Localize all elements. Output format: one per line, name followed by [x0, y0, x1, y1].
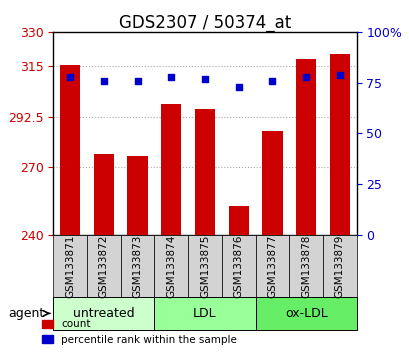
Text: GSM133878: GSM133878: [300, 234, 310, 298]
Text: GSM133877: GSM133877: [267, 234, 277, 298]
Point: [100, 78, 107, 84]
Text: GSM133875: GSM133875: [200, 234, 209, 298]
Text: GDS2307 / 50374_at: GDS2307 / 50374_at: [119, 14, 290, 32]
Point: [235, 84, 241, 90]
Text: GSM133879: GSM133879: [334, 234, 344, 298]
Bar: [255, 297, 356, 330]
Bar: [221, 235, 255, 297]
Text: untreated: untreated: [73, 307, 134, 320]
Text: GSM133871: GSM133871: [65, 234, 75, 298]
Bar: [154, 235, 188, 297]
Bar: [228, 206, 248, 235]
Point: [168, 74, 174, 79]
Point: [268, 78, 275, 84]
Bar: [188, 235, 221, 297]
Bar: [255, 235, 289, 297]
Bar: [289, 235, 322, 297]
Bar: [262, 131, 282, 235]
Point: [134, 78, 141, 84]
Text: ox-LDL: ox-LDL: [284, 307, 327, 320]
Text: GSM133873: GSM133873: [132, 234, 142, 298]
Point: [67, 74, 73, 79]
Bar: [60, 65, 80, 235]
Bar: [94, 154, 114, 235]
Bar: [322, 235, 356, 297]
Bar: [329, 55, 349, 235]
Bar: [53, 235, 87, 297]
Bar: [295, 59, 315, 235]
Text: GSM133876: GSM133876: [233, 234, 243, 298]
Bar: [194, 109, 215, 235]
Legend: count, percentile rank within the sample: count, percentile rank within the sample: [38, 315, 240, 349]
Text: GSM133872: GSM133872: [99, 234, 109, 298]
Bar: [127, 156, 147, 235]
Point: [302, 74, 309, 79]
Bar: [161, 104, 181, 235]
Bar: [154, 297, 255, 330]
Bar: [120, 235, 154, 297]
Bar: [87, 235, 120, 297]
Point: [201, 76, 208, 81]
Point: [336, 72, 342, 78]
Text: agent: agent: [9, 307, 45, 320]
Text: LDL: LDL: [193, 307, 216, 320]
Bar: [53, 297, 154, 330]
Text: GSM133874: GSM133874: [166, 234, 176, 298]
